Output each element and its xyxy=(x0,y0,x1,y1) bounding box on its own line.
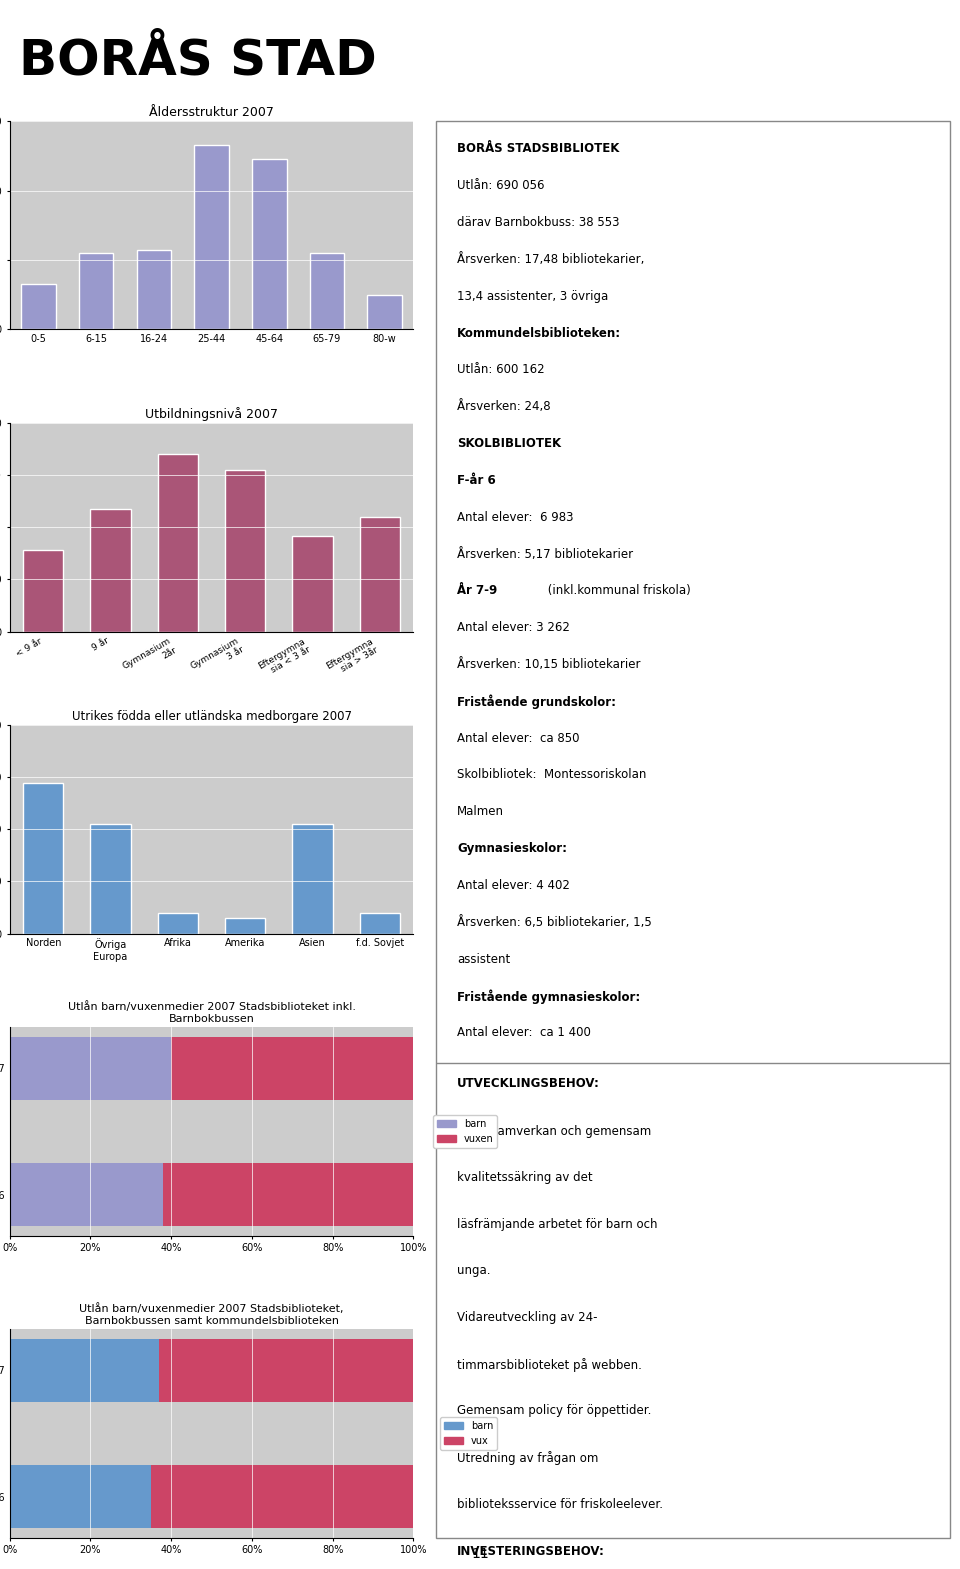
Text: BORÅS STAD: BORÅS STAD xyxy=(19,38,376,85)
Bar xyxy=(171,1037,414,1100)
Text: 11: 11 xyxy=(471,1547,489,1561)
Text: Gemensam policy för öppettider.: Gemensam policy för öppettider. xyxy=(457,1404,651,1417)
Text: Antal elever:  ca 1 400: Antal elever: ca 1 400 xyxy=(457,1026,590,1039)
Text: Gymnasieskolor:: Gymnasieskolor: xyxy=(457,843,567,855)
Text: (inkl.kommunal friskola): (inkl.kommunal friskola) xyxy=(544,584,691,598)
Text: Vidareutveckling av 24-: Vidareutveckling av 24- xyxy=(457,1312,597,1324)
Text: läsfrämjande arbetet för barn och: läsfrämjande arbetet för barn och xyxy=(457,1218,658,1230)
Text: Antal elever:  6 983: Antal elever: 6 983 xyxy=(457,510,573,524)
Bar xyxy=(194,146,228,329)
Title: Åldersstruktur 2007: Åldersstruktur 2007 xyxy=(149,105,274,119)
Title: Utbildningsnivå 2007: Utbildningsnivå 2007 xyxy=(145,406,278,420)
Bar xyxy=(79,253,113,329)
Bar xyxy=(23,551,63,631)
Bar xyxy=(157,455,198,631)
Bar xyxy=(225,471,265,631)
Text: Kommundelsbiblioteken:: Kommundelsbiblioteken: xyxy=(457,326,621,339)
Text: Årsverken: 10,15 bibliotekarier: Årsverken: 10,15 bibliotekarier xyxy=(457,657,640,672)
Title: Utlån barn/vuxenmedier 2007 Stadsbiblioteket,
Barnbokbussen samt kommundelsbibli: Utlån barn/vuxenmedier 2007 Stadsbibliot… xyxy=(80,1304,344,1326)
Legend: barn, vux: barn, vux xyxy=(440,1417,497,1450)
Text: timmarsbiblioteket på webben.: timmarsbiblioteket på webben. xyxy=(457,1357,642,1371)
Text: Utlån: 600 162: Utlån: 600 162 xyxy=(457,364,544,377)
Bar xyxy=(10,1163,163,1225)
Bar xyxy=(225,918,265,934)
Legend: barn, vuxen: barn, vuxen xyxy=(433,1116,497,1149)
Text: Ökad samverkan och gemensam: Ökad samverkan och gemensam xyxy=(457,1123,651,1138)
Text: Fristående gymnasieskolor:: Fristående gymnasieskolor: xyxy=(457,990,640,1004)
Title: Utlån barn/vuxenmedier 2007 Stadsbiblioteket inkl.
Barnbokbussen: Utlån barn/vuxenmedier 2007 Stadsbibliot… xyxy=(67,1001,355,1023)
Text: INVESTERINGSBEHOV:: INVESTERINGSBEHOV: xyxy=(457,1545,605,1558)
Bar xyxy=(10,1338,159,1403)
Bar xyxy=(151,1465,414,1528)
Text: assistent: assistent xyxy=(457,952,510,965)
Text: UTVECKLINGSBEHOV:: UTVECKLINGSBEHOV: xyxy=(457,1078,600,1090)
Text: SKOLBIBLIOTEK: SKOLBIBLIOTEK xyxy=(457,438,561,450)
Text: Antal elever:  ca 850: Antal elever: ca 850 xyxy=(457,731,580,745)
Text: År 7-9: År 7-9 xyxy=(457,584,497,598)
Text: Årsverken: 5,17 bibliotekarier: Årsverken: 5,17 bibliotekarier xyxy=(457,548,633,560)
Text: Fristående grundskolor:: Fristående grundskolor: xyxy=(457,695,616,709)
Bar xyxy=(10,1465,151,1528)
Text: Antal elever: 3 262: Antal elever: 3 262 xyxy=(457,621,570,634)
Text: unga.: unga. xyxy=(457,1265,491,1277)
Bar xyxy=(360,913,400,934)
Text: 13,4 assistenter, 3 övriga: 13,4 assistenter, 3 övriga xyxy=(457,290,609,303)
Text: Malmen: Malmen xyxy=(457,805,504,819)
Bar xyxy=(360,516,400,631)
Bar xyxy=(368,295,402,329)
Text: Årsverken: 17,48 bibliotekarier,: Årsverken: 17,48 bibliotekarier, xyxy=(457,253,644,265)
Bar xyxy=(310,253,345,329)
Text: Årsverken: 24,8: Årsverken: 24,8 xyxy=(457,400,551,413)
Text: BORÅS STADSBIBLIOTEK: BORÅS STADSBIBLIOTEK xyxy=(457,143,619,155)
Bar xyxy=(292,824,333,934)
Bar xyxy=(90,824,131,934)
Text: Antal elever: 4 402: Antal elever: 4 402 xyxy=(457,879,570,891)
Text: Utredning av frågan om: Utredning av frågan om xyxy=(457,1451,598,1465)
Text: Årsverken: 6,5 bibliotekarier, 1,5: Årsverken: 6,5 bibliotekarier, 1,5 xyxy=(457,916,652,929)
Text: F-år 6: F-år 6 xyxy=(457,474,495,486)
Text: Skolbibliotek:  Montessoriskolan: Skolbibliotek: Montessoriskolan xyxy=(457,769,646,781)
Bar xyxy=(23,783,63,934)
Bar xyxy=(136,249,171,329)
Bar xyxy=(159,1338,414,1403)
Bar xyxy=(21,284,56,329)
Bar xyxy=(10,1037,171,1100)
Bar xyxy=(157,913,198,934)
Title: Utrikes födda eller utländska medborgare 2007: Utrikes födda eller utländska medborgare… xyxy=(72,709,351,723)
Text: kvalitetssäkring av det: kvalitetssäkring av det xyxy=(457,1170,592,1183)
Bar xyxy=(252,160,286,329)
Text: Utlån: 690 056: Utlån: 690 056 xyxy=(457,179,544,193)
Text: därav Barnbokbuss: 38 553: därav Barnbokbuss: 38 553 xyxy=(457,217,619,229)
Bar xyxy=(292,535,333,631)
Text: biblioteksservice för friskoleelever.: biblioteksservice för friskoleelever. xyxy=(457,1498,663,1511)
Bar xyxy=(90,508,131,631)
Bar xyxy=(163,1163,414,1225)
